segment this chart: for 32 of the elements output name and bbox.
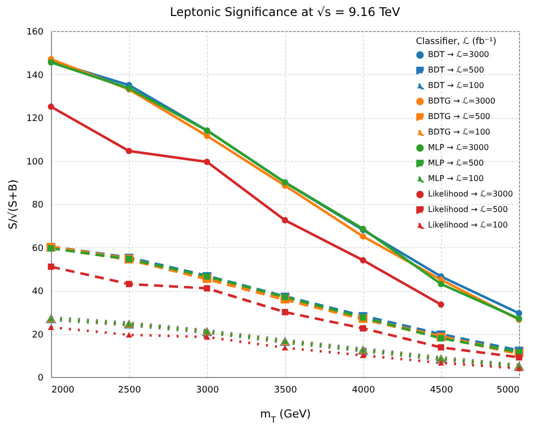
y-tick-label: 160 bbox=[26, 28, 44, 38]
x-tick-label: 4000 bbox=[352, 386, 376, 396]
chart-title: Leptonic Significance at √s = 9.16 TeV bbox=[170, 5, 401, 19]
x-tick-label: 4500 bbox=[430, 386, 454, 396]
legend-label: MLP → ℒ=100 bbox=[428, 174, 484, 183]
legend-label: BDT → ℒ=3000 bbox=[428, 50, 490, 59]
y-tick-label: 120 bbox=[26, 114, 44, 124]
x-axis-title: m$_{T}$ (GeV) bbox=[260, 408, 311, 424]
legend-label: Likelihood → ℒ=100 bbox=[428, 220, 508, 230]
y-tick-label: 20 bbox=[32, 330, 44, 340]
x-tick-label: 3000 bbox=[196, 386, 220, 396]
y-tick-label: 60 bbox=[32, 244, 44, 254]
y-tick-label: 100 bbox=[26, 157, 44, 168]
legend-label: MLP → ℒ=3000 bbox=[428, 143, 489, 152]
legend-label: BDTG → ℒ=500 bbox=[428, 112, 490, 121]
x-tick-label: 5000 bbox=[496, 386, 520, 396]
y-tick-label: 40 bbox=[32, 287, 44, 297]
legend-label: BDTG → ℒ=3000 bbox=[428, 96, 496, 106]
legend-label: BDT → ℒ=500 bbox=[428, 66, 484, 74]
legend-label: MLP → ℒ=500 bbox=[428, 158, 484, 168]
x-tick-label: 2500 bbox=[118, 386, 142, 396]
y-tick-label: 80 bbox=[32, 200, 44, 210]
legend-label: BDTG → ℒ=100 bbox=[428, 128, 490, 136]
x-tick-label: 2000 bbox=[52, 386, 75, 396]
x-tick-label: 3500 bbox=[274, 386, 298, 396]
legend-title: Classifier, ℒ (fb⁻¹) bbox=[416, 37, 496, 47]
legend-label: BDT → ℒ=100 bbox=[428, 81, 484, 90]
y-axis-title: S/√(S+B) bbox=[6, 179, 20, 230]
legend-label: Likelihood → ℒ=3000 bbox=[428, 190, 513, 198]
y-tick-label: 140 bbox=[26, 70, 44, 81]
legend-label: Likelihood → ℒ=500 bbox=[428, 205, 508, 214]
y-tick-label: 0 bbox=[38, 374, 44, 384]
